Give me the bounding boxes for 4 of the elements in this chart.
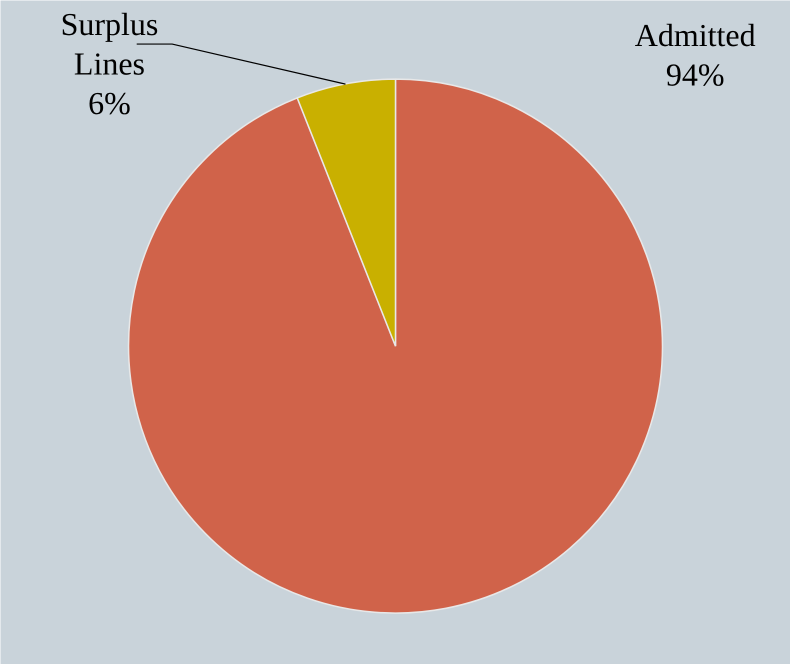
slice-label: Admitted <box>634 16 756 53</box>
slice-label: Surplus Lines <box>60 6 158 82</box>
data-label: 6% <box>88 85 131 122</box>
data-label: 94% <box>666 56 724 92</box>
